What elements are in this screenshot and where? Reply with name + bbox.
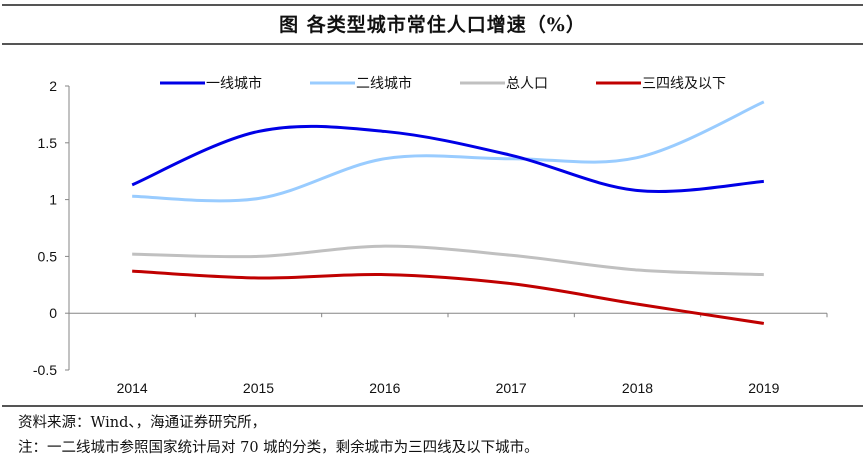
y-tick-label: 0.5	[38, 248, 58, 264]
y-axis-ticks: 2 1.5 1 0.5 0 -0.5	[33, 78, 69, 378]
series-lines	[131, 100, 765, 325]
y-tick-label: 2	[49, 78, 57, 94]
legend-label: 一线城市	[206, 75, 262, 92]
x-tick-label: 2018	[622, 380, 653, 396]
x-tick-label: 2019	[748, 380, 779, 396]
series-line-二线城市	[132, 100, 765, 203]
top-rule	[2, 4, 863, 6]
legend-label: 总人口	[506, 76, 548, 92]
chart-title: 图 各类型城市常住人口增速（%）	[279, 13, 586, 36]
y-tick-label: -0.5	[33, 362, 57, 378]
x-tick-label: 2017	[496, 380, 527, 396]
legend-item: 三四线及以下	[596, 76, 726, 92]
footer-rule	[2, 405, 863, 407]
title-bottom-rule	[2, 43, 863, 45]
x-tick-label: 2016	[369, 380, 400, 396]
line-chart: 2 1.5 1 0.5 0 -0.5 2014 2015 2016 2017 2018 2019 一…	[33, 75, 828, 396]
series-line-三四线及以下	[132, 269, 765, 325]
series-line-一线城市	[131, 124, 764, 193]
note-text: 注：一二线城市参照国家统计局对 70 城的分类，剩余城市为三四线及以下城市。	[18, 440, 539, 456]
legend-label: 三四线及以下	[642, 76, 726, 92]
source-text: 资料来源：Wind、，海通证券研究所，	[18, 415, 267, 431]
x-tick-label: 2015	[243, 380, 274, 396]
x-tick-label: 2014	[117, 380, 148, 396]
title-bar: 图 各类型城市常住人口增速（%）	[0, 4, 865, 42]
legend-item: 一线城市	[160, 75, 262, 92]
y-tick-label: 1	[49, 192, 57, 208]
x-axis-ticks: 2014 2015 2016 2017 2018 2019	[68, 313, 828, 396]
legend-item: 二线城市	[310, 75, 412, 92]
legend-item: 总人口	[460, 76, 548, 92]
legend-label: 二线城市	[356, 75, 412, 92]
legend: 一线城市 二线城市 总人口 三四线及以下	[160, 75, 726, 92]
y-tick-label: 1.5	[38, 135, 58, 151]
y-tick-label: 0	[49, 305, 57, 321]
series-line-总人口	[132, 244, 764, 277]
